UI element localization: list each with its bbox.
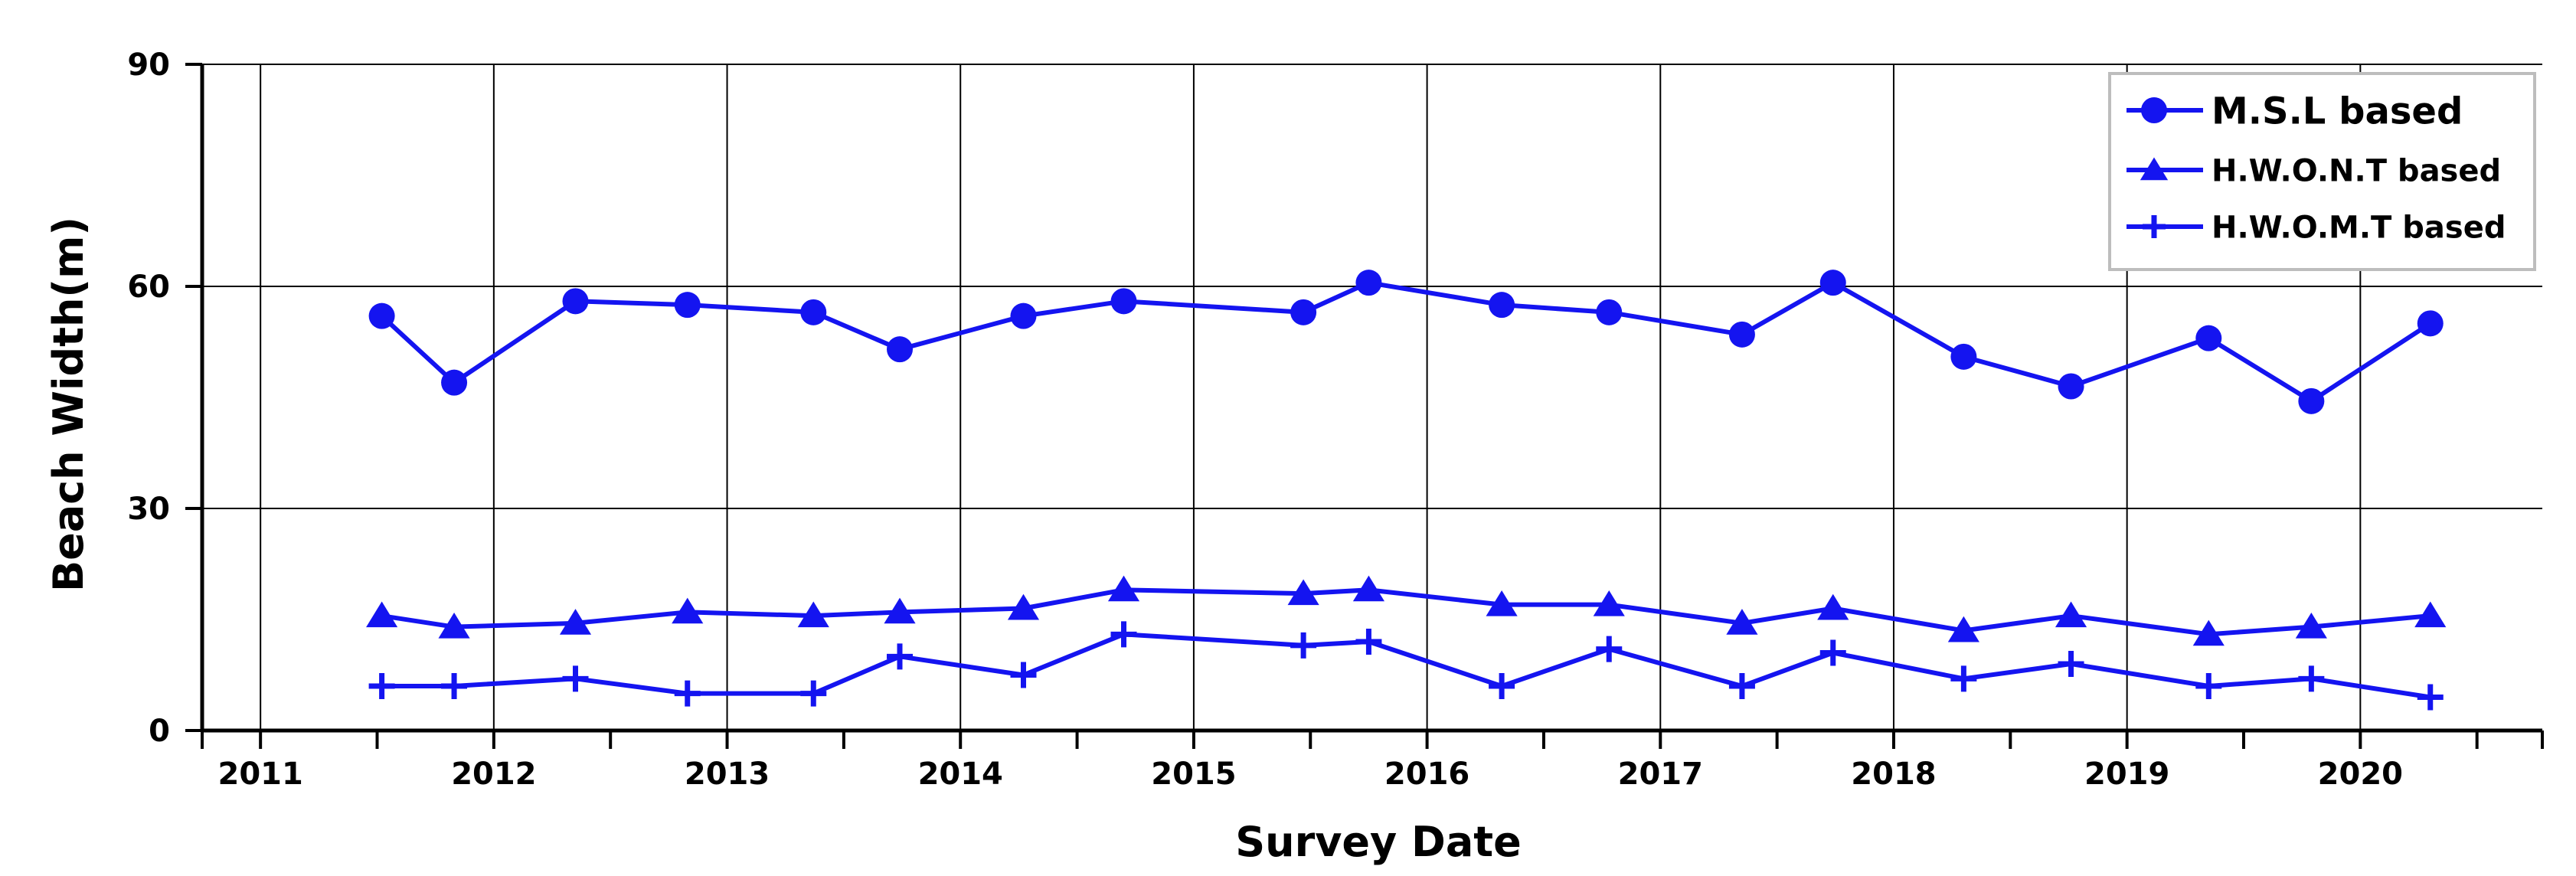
x-tick-label: 2020 — [2318, 757, 2403, 792]
data-point — [562, 288, 589, 315]
data-point — [1819, 639, 1846, 666]
x-axis-title: Survey Date — [1235, 818, 1522, 866]
legend-label: M.S.L based — [2212, 90, 2463, 132]
data-point — [2295, 612, 2327, 639]
data-point — [2417, 310, 2444, 337]
data-point — [887, 643, 914, 670]
data-point — [1010, 302, 1037, 329]
data-point — [366, 601, 398, 628]
y-tick-label: 90 — [127, 47, 170, 83]
x-tick-label: 2016 — [1384, 757, 1469, 792]
data-point — [674, 680, 701, 707]
data-point — [1726, 609, 1758, 635]
data-point — [1819, 270, 1846, 296]
data-point — [1593, 590, 1625, 616]
data-point — [1110, 288, 1137, 315]
data-point — [1489, 292, 1515, 319]
ticks: 0 30 60 90 2011 2012 2013 2014 2015 2016 2017 2018 2… — [127, 47, 2544, 792]
data-point — [1486, 590, 1518, 616]
data-point — [2195, 673, 2222, 699]
data-point — [559, 609, 592, 635]
data-point — [368, 302, 395, 329]
data-point — [2298, 665, 2325, 692]
data-point — [1355, 270, 1382, 296]
data-point — [368, 673, 395, 699]
data-point — [1950, 343, 1977, 370]
data-point — [1596, 636, 1623, 662]
y-tick-label: 60 — [127, 270, 170, 305]
y-axis-title: Beach Width(m) — [44, 217, 93, 592]
series-2 — [366, 575, 2447, 646]
data-point — [1290, 299, 1317, 325]
data-point — [887, 336, 914, 363]
data-point — [1007, 593, 1040, 620]
x-tick-label: 2011 — [218, 757, 303, 792]
legend-marker — [2140, 157, 2169, 181]
x-tick-label: 2017 — [1618, 757, 1703, 792]
data-point — [672, 597, 704, 624]
data-point — [800, 299, 827, 325]
data-point — [1596, 299, 1623, 325]
data-point — [1355, 629, 1382, 655]
data-point — [797, 601, 829, 628]
axes — [200, 64, 2542, 733]
data-point — [441, 369, 468, 396]
legend-marker — [2141, 97, 2167, 123]
data-point — [1947, 616, 1979, 642]
data-point — [2192, 619, 2225, 646]
data-point — [2058, 651, 2084, 677]
y-tick-label: 0 — [149, 714, 170, 749]
data-point — [2414, 601, 2447, 628]
data-point — [2055, 601, 2087, 628]
y-tick-label: 30 — [127, 492, 170, 527]
data-point — [800, 680, 827, 707]
data-point — [562, 665, 589, 692]
series-layer — [366, 270, 2447, 711]
legend: M.S.L based H.W.O.N.T based H.W.O.M.T base… — [2108, 72, 2536, 271]
legend-marker — [2143, 215, 2166, 238]
series-1 — [368, 270, 2444, 414]
data-point — [1817, 593, 1849, 620]
data-point — [1290, 632, 1317, 659]
data-point — [1287, 579, 1319, 606]
grid-lines — [202, 64, 2542, 731]
data-point — [2417, 684, 2444, 711]
data-point — [438, 612, 470, 639]
x-tick-label: 2014 — [918, 757, 1003, 792]
x-tick-label: 2012 — [451, 757, 536, 792]
legend-label: H.W.O.N.T based — [2212, 153, 2501, 188]
x-tick-label: 2013 — [685, 757, 770, 792]
data-point — [1010, 662, 1037, 688]
data-point — [1110, 621, 1137, 648]
data-point — [2058, 373, 2084, 400]
data-point — [1107, 575, 1140, 602]
x-tick-label: 2015 — [1151, 757, 1236, 792]
series-3 — [368, 621, 2444, 711]
data-point — [1489, 673, 1515, 699]
data-point — [1950, 665, 1977, 692]
x-tick-label: 2018 — [1851, 757, 1936, 792]
x-tick-label: 2019 — [2084, 757, 2169, 792]
data-point — [1352, 575, 1384, 602]
data-point — [674, 292, 701, 319]
data-point — [1728, 321, 1755, 348]
data-point — [884, 597, 916, 624]
data-point — [1728, 673, 1755, 699]
data-point — [2195, 325, 2222, 351]
data-point — [2298, 387, 2325, 414]
legend-label: H.W.O.M.T based — [2212, 210, 2506, 245]
data-point — [441, 673, 468, 699]
